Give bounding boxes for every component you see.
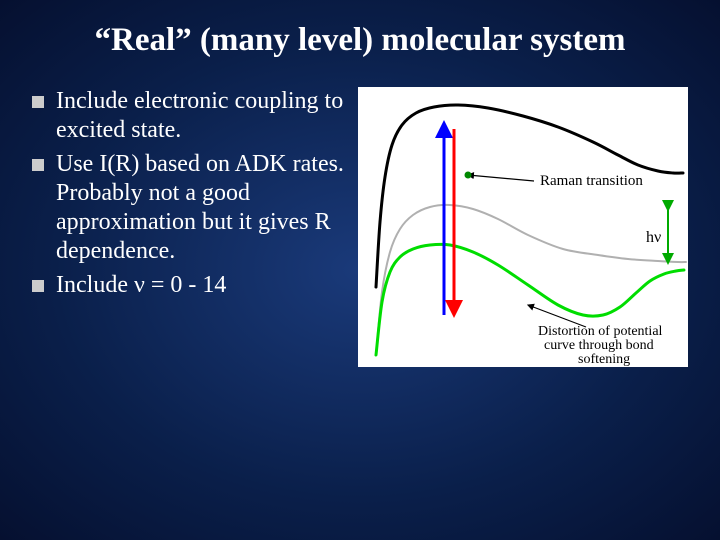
svg-text:curve through bond: curve through bond xyxy=(544,338,654,353)
bullet-text: Include ν = 0 - 14 xyxy=(56,271,348,300)
svg-text:hν: hν xyxy=(646,229,661,246)
svg-text:softening: softening xyxy=(578,352,630,367)
list-item: Include electronic coupling to excited s… xyxy=(32,87,348,146)
bullet-marker-icon xyxy=(32,159,44,171)
list-item: Use I(R) based on ADK rates. Probably no… xyxy=(32,150,348,267)
svg-text:Raman transition: Raman transition xyxy=(540,173,643,189)
bullet-text: Use I(R) based on ADK rates. Probably no… xyxy=(56,150,348,267)
slide-content: Include electronic coupling to excited s… xyxy=(32,87,688,367)
bullet-marker-icon xyxy=(32,96,44,108)
slide-title: “Real” (many level) molecular system xyxy=(32,22,688,59)
bullet-text: Include electronic coupling to excited s… xyxy=(56,87,348,146)
list-item: Include ν = 0 - 14 xyxy=(32,271,348,300)
potential-curves-diagram: Raman transition hν Distortion of potentia… xyxy=(358,87,688,367)
bullet-list: Include electronic coupling to excited s… xyxy=(32,87,348,304)
svg-text:Distortion of potential: Distortion of potential xyxy=(538,324,663,339)
bullet-marker-icon xyxy=(32,280,44,292)
